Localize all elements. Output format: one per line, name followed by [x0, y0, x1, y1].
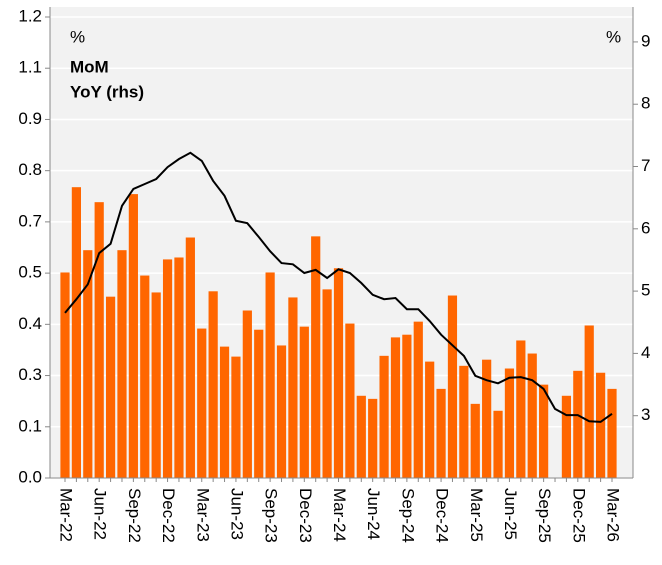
- bar: [231, 356, 241, 478]
- y-tick-label: 0.3: [18, 365, 42, 384]
- x-tick-label: Mar-25: [467, 488, 486, 542]
- bar: [425, 361, 435, 478]
- bar: [242, 310, 252, 478]
- bar: [482, 359, 492, 478]
- bar: [311, 236, 321, 478]
- y2-tick-label: 6: [641, 218, 650, 237]
- bar: [607, 388, 617, 478]
- x-tick-label: Dec-23: [296, 488, 315, 543]
- bar: [333, 268, 344, 478]
- y-tick-label: 0.0: [18, 467, 42, 486]
- right-unit: %: [606, 27, 621, 46]
- bar: [584, 325, 594, 478]
- bar: [390, 337, 401, 478]
- bar: [94, 202, 104, 478]
- bar: [288, 297, 298, 478]
- bar: [504, 368, 515, 478]
- bar: [459, 365, 469, 478]
- bar: [436, 388, 446, 478]
- x-tick-label: Jun-25: [501, 488, 520, 540]
- bar: [60, 272, 70, 478]
- left-unit: %: [70, 27, 85, 46]
- x-tick-label: Mar-26: [604, 488, 623, 542]
- bar: [539, 384, 549, 478]
- y-tick-label: 0.7: [18, 211, 42, 230]
- x-tick-label: Sep-24: [398, 488, 417, 543]
- bar: [162, 259, 173, 478]
- x-tick-label: Jun-23: [227, 488, 246, 540]
- x-tick-label: Mar-23: [193, 488, 212, 542]
- x-tick-label: Jun-22: [91, 488, 110, 540]
- bar: [573, 370, 583, 478]
- bar: [219, 346, 230, 478]
- bar: [356, 395, 366, 478]
- legend-entry: YoY (rhs): [70, 82, 144, 101]
- bar: [470, 403, 480, 478]
- bar: [208, 291, 218, 478]
- x-tick-label: Jun-24: [364, 488, 383, 540]
- bar: [71, 187, 81, 478]
- x-tick-label: Sep-23: [262, 488, 281, 543]
- bar: [402, 334, 412, 478]
- bar: [83, 250, 93, 478]
- bar: [197, 328, 207, 478]
- bar: [140, 275, 150, 478]
- bar: [105, 296, 116, 478]
- bar: [151, 292, 161, 478]
- bar: [299, 326, 309, 478]
- bar: [117, 250, 127, 478]
- bar: [527, 353, 537, 478]
- y-tick-label: 1.2: [18, 6, 42, 25]
- bar: [596, 372, 606, 478]
- bar: [493, 410, 503, 478]
- y2-tick-label: 8: [641, 94, 650, 113]
- x-tick-label: Sep-22: [125, 488, 144, 543]
- bar: [447, 295, 458, 478]
- y-tick-label: 0.4: [18, 314, 42, 333]
- bar: [368, 398, 378, 478]
- bar: [413, 321, 423, 478]
- bar: [185, 237, 195, 478]
- legend-entry: MoM: [70, 57, 109, 76]
- y2-tick-label: 4: [641, 343, 650, 362]
- bar: [265, 272, 275, 478]
- x-tick-label: Mar-24: [330, 488, 349, 542]
- x-tick-label: Dec-22: [159, 488, 178, 543]
- y2-tick-label: 5: [641, 281, 650, 300]
- y2-tick-label: 3: [641, 405, 650, 424]
- y-tick-label: 0.1: [18, 416, 42, 435]
- line: [64, 151, 613, 423]
- bar: [516, 340, 526, 478]
- x-tick-label: Dec-24: [433, 488, 452, 543]
- y2-tick-label: 7: [641, 156, 650, 175]
- bar: [174, 257, 184, 478]
- bar: [276, 345, 287, 478]
- y2-tick-label: 9: [641, 31, 650, 50]
- x-tick-label: Dec-25: [569, 488, 588, 543]
- y-tick-label: 0.8: [18, 160, 42, 179]
- y-tick-label: 1.1: [18, 58, 42, 77]
- bar: [561, 395, 572, 478]
- y-tick-label: 0.5: [18, 263, 42, 282]
- bar: [345, 323, 355, 478]
- bar: [128, 194, 138, 478]
- bar: [254, 329, 264, 478]
- y-tick-label: 0.9: [18, 109, 42, 128]
- bar: [379, 355, 389, 478]
- x-tick-label: Sep-25: [535, 488, 554, 543]
- x-tick-label: Mar-22: [57, 488, 76, 542]
- bar: [322, 289, 332, 478]
